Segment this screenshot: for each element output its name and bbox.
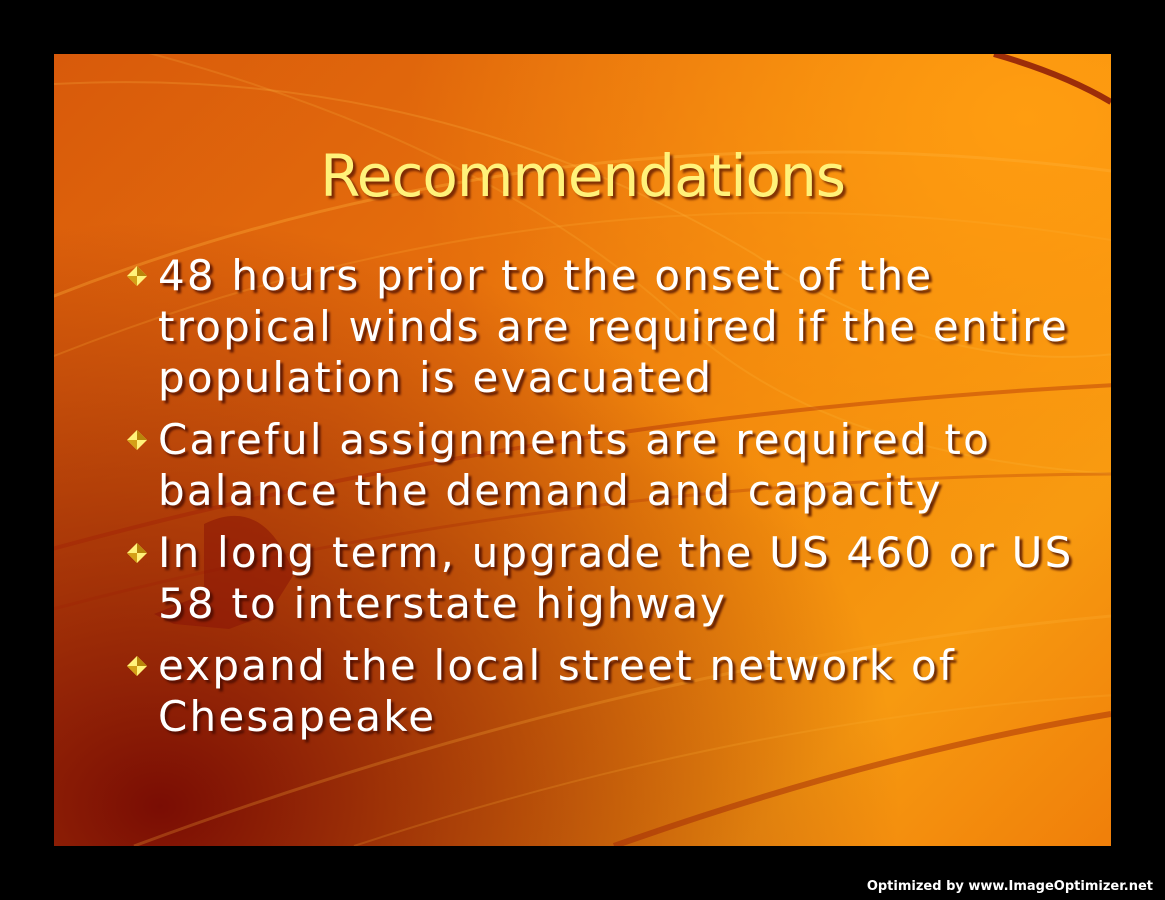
bullet-list: 48 hours prior to the onset of the tropi… — [126, 250, 1086, 753]
bullet-text: expand the local street network of Chesa… — [158, 641, 956, 741]
bullet-item: 48 hours prior to the onset of the tropi… — [126, 250, 1086, 403]
watermark-text: Optimized by www.ImageOptimizer.net — [866, 879, 1153, 894]
diamond-bullet-icon — [127, 543, 147, 563]
diamond-bullet-icon — [127, 656, 147, 676]
slide-background-swooshes — [54, 54, 1111, 846]
presentation-slide: Recommendations 48 hours prior to the on… — [54, 54, 1111, 846]
diamond-bullet-icon — [127, 430, 147, 450]
diamond-bullet-icon — [127, 266, 147, 286]
bullet-item: In long term, upgrade the US 460 or US 5… — [126, 527, 1086, 629]
bullet-item: expand the local street network of Chesa… — [126, 640, 1086, 742]
bullet-item: Careful assignments are required to bala… — [126, 414, 1086, 516]
bullet-text: Careful assignments are required to bala… — [158, 415, 991, 515]
bullet-text: In long term, upgrade the US 460 or US 5… — [158, 528, 1074, 628]
slide-title: Recommendations — [320, 142, 846, 210]
bullet-text: 48 hours prior to the onset of the tropi… — [158, 251, 1069, 402]
